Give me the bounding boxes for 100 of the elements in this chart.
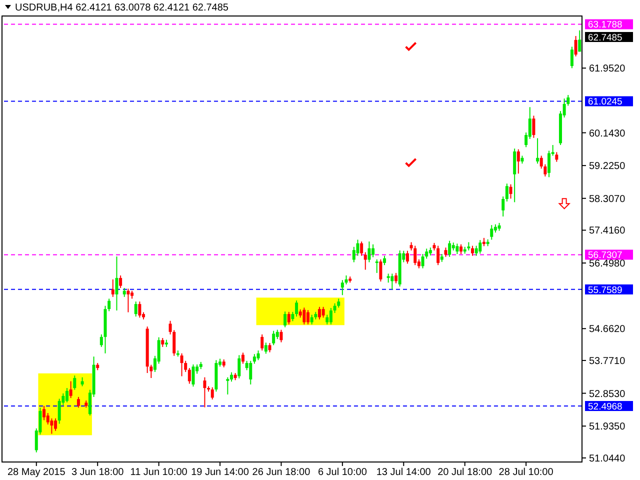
candlestick [306,310,310,325]
candlestick [372,244,375,258]
candlestick [548,150,551,178]
candlestick [444,247,448,258]
candlestick [326,314,329,325]
y-tick-label: 54.6620 [589,324,626,336]
candlestick [383,255,386,266]
x-tick-label: 28 Jul 10:00 [498,467,554,478]
candlestick [42,405,46,421]
candlestick [276,329,279,340]
candlestick [241,352,244,364]
candlestick [375,258,378,274]
y-tick-label: 60.1430 [589,128,626,140]
candlestick [532,115,536,138]
candlestick [203,376,206,408]
chart-title: USDRUB,H4 62.4121 63.0078 62.4121 62.7485 [15,2,229,14]
candlestick [249,360,252,385]
candlestick [291,311,294,322]
candlestick [73,375,76,390]
candlestick [119,274,122,288]
candlestick [578,30,582,52]
y-tick-label: 61.9520 [589,64,626,75]
candlestick [252,354,256,364]
y-tick-label: 52.8530 [589,388,626,400]
ref-line-label: 61.0245 [588,96,622,108]
x-tick-label: 6 Jul 10:00 [318,467,368,478]
candlestick [448,240,452,258]
candlestick [394,272,398,284]
candlestick [230,372,233,382]
y-tick-label: 51.9350 [589,422,626,433]
candlestick [302,307,306,325]
candlestick [333,302,336,314]
x-tick-label: 20 Jul 18:00 [438,467,493,478]
candlestick [115,256,118,311]
candlestick [138,301,142,318]
x-tick-label: 26 Jun 18:00 [252,467,311,478]
ref-line-label: 55.7589 [588,284,622,296]
candlestick [368,241,371,263]
y-tick-label: 59.2250 [589,161,626,172]
y-tick-label: 57.4160 [589,226,626,237]
candlestick [502,196,505,217]
candlestick [340,280,344,296]
candlestick [238,354,241,379]
candlestick [456,243,459,255]
candlestick [264,342,268,354]
candlestick [76,396,80,408]
candlestick [54,418,58,432]
x-tick-label: 3 Jun 18:00 [71,467,124,478]
candlestick [414,245,417,266]
candlestick [318,306,321,320]
candlestick [505,183,508,202]
candlestick [310,314,314,325]
candlestick [490,224,494,240]
candlestick [287,311,290,325]
candlestick [460,244,463,255]
candlestick [280,329,283,343]
text: 62.7485 [588,32,622,44]
candlestick [284,311,287,328]
candlestick [134,301,138,318]
candlestick [570,46,574,69]
candlestick [260,334,264,351]
candlestick [268,342,272,353]
y-tick-label: 56.4980 [589,258,626,270]
x-tick-label: 28 May 2015 [7,467,66,478]
candlestick [272,330,276,346]
candlestick [180,352,184,377]
candlestick [108,298,111,312]
candlestick [192,364,195,388]
candlestick [390,273,394,290]
y-tick-label: 51.0440 [589,453,626,464]
candlestick [379,258,382,282]
candlestick [295,300,298,318]
candlestick [256,350,260,361]
candlestick [69,380,72,399]
x-tick-label: 11 Jun 10:00 [130,467,188,478]
y-tick-label: 58.3070 [589,194,626,205]
ref-line-label: 52.4968 [588,401,622,412]
candlestick [478,240,482,254]
candlestick [126,288,130,313]
y-tick-label: 53.7710 [589,356,626,367]
candlestick [329,307,332,325]
candlestick [210,386,214,400]
candlestick [364,252,367,270]
candlestick [555,152,558,162]
x-tick-label: 13 Jul 14:00 [376,467,432,478]
candlestick [111,278,114,298]
x-tick-label: 19 Jun 14:00 [191,467,250,478]
candlestick [536,138,540,164]
ref-line-label: 63.1788 [588,20,622,31]
candlestick [436,245,440,266]
candlestick [226,376,230,395]
candlestick [513,148,516,203]
candlestick [360,241,364,256]
candlestick [322,306,325,318]
candlestick [65,388,68,403]
candlestick [516,148,520,174]
candlestick [574,36,578,57]
candlestick [509,184,512,200]
candlestick [188,368,191,384]
candlestick [470,245,474,256]
